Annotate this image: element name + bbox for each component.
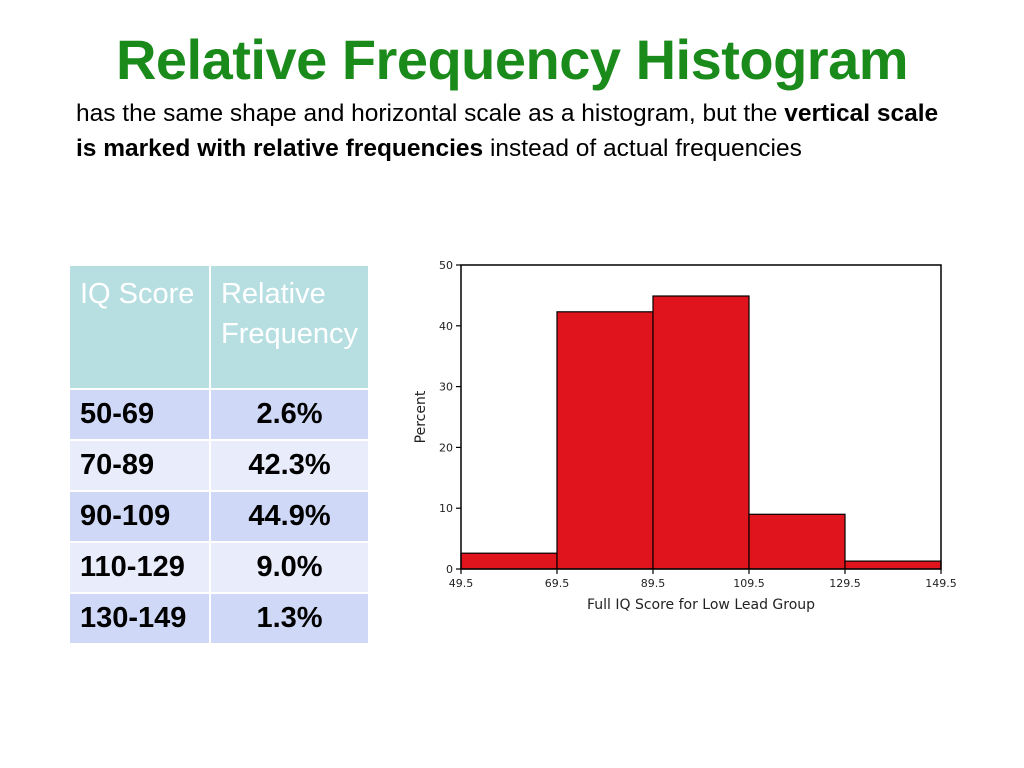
column-header-relative-frequency: Relative Frequency: [208, 264, 371, 390]
column-header-iq-score: IQ Score: [68, 264, 211, 390]
subtitle-text: has the same shape and horizontal scale …: [76, 100, 785, 127]
table-row: 70-89 42.3%: [68, 439, 371, 492]
histogram-bar: [652, 295, 750, 570]
iq-range-cell: 50-69: [68, 388, 211, 441]
x-tick-label: 89.5: [641, 577, 666, 590]
y-tick-label: 0: [446, 563, 453, 576]
x-tick-label: 49.5: [449, 577, 474, 590]
y-tick-label: 50: [439, 259, 453, 272]
relative-frequency-cell: 1.3%: [208, 592, 371, 645]
iq-range-cell: 130-149: [68, 592, 211, 645]
slide-title: Relative Frequency Histogram: [115, 28, 909, 91]
slide-subtitle: has the same shape and horizontal scale …: [76, 96, 956, 166]
relative-frequency-cell: 9.0%: [208, 541, 371, 594]
x-tick-label: 69.5: [545, 577, 570, 590]
table-header-row: IQ Score Relative Frequency: [68, 264, 371, 390]
subtitle-text-end: instead of actual frequencies: [483, 135, 802, 162]
table-row: 110-129 9.0%: [68, 541, 371, 594]
plot-frame: [460, 264, 942, 570]
table-row: 90-109 44.9%: [68, 490, 371, 543]
histogram-bar: [748, 513, 846, 570]
table-row: 130-149 1.3%: [68, 592, 371, 645]
x-tick-label: 149.5: [925, 577, 957, 590]
iq-range-cell: 110-129: [68, 541, 211, 594]
iq-range-cell: 90-109: [68, 490, 211, 543]
x-tick-label: 129.5: [829, 577, 861, 590]
relative-frequency-cell: 2.6%: [208, 388, 371, 441]
histogram-bar: [556, 311, 654, 570]
subtitle-emphasis: vertical scale is marked with relative f…: [76, 100, 939, 162]
y-axis-label: Percent: [413, 390, 429, 443]
y-tick-label: 30: [439, 381, 453, 394]
relative-frequency-cell: 42.3%: [208, 439, 371, 492]
y-tick-label: 40: [439, 320, 453, 333]
y-tick-label: 10: [439, 502, 453, 515]
histogram-bar: [844, 560, 942, 570]
table-row: 50-69 2.6%: [68, 388, 371, 441]
y-tick-label: 20: [439, 441, 453, 454]
iq-range-cell: 70-89: [68, 439, 211, 492]
x-axis-label: Full IQ Score for Low Lead Group: [587, 597, 815, 613]
relative-frequency-cell: 44.9%: [208, 490, 371, 543]
histogram-bar: [460, 552, 558, 570]
histogram-chart: 0 10 20 30 40 50 49.5 69.5 89.5 109.5 129.5 149.5 Fu…: [413, 259, 957, 613]
frequency-table: IQ Score Relative Frequency 50-69 2.6% 7…: [68, 264, 371, 645]
x-tick-label: 109.5: [733, 577, 765, 590]
